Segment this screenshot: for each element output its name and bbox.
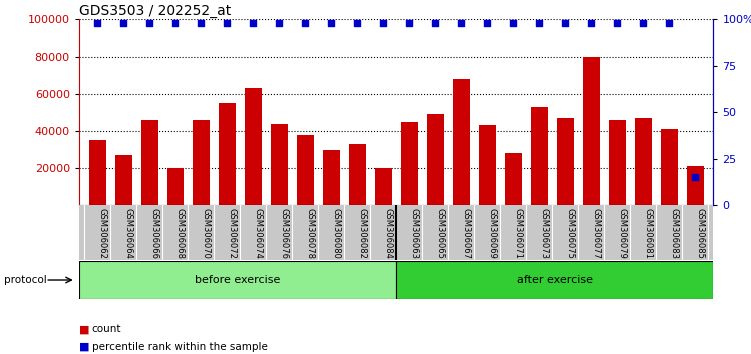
Text: protocol: protocol bbox=[4, 275, 47, 285]
Bar bbox=[687, 166, 704, 205]
Bar bbox=[297, 135, 314, 205]
Point bbox=[91, 20, 103, 26]
Point bbox=[533, 20, 545, 26]
Text: GSM306066: GSM306066 bbox=[149, 208, 158, 259]
Bar bbox=[505, 153, 522, 205]
Text: GSM306068: GSM306068 bbox=[175, 208, 184, 259]
Text: GSM306065: GSM306065 bbox=[435, 208, 444, 259]
Text: GSM306079: GSM306079 bbox=[617, 208, 626, 259]
Text: GSM306084: GSM306084 bbox=[383, 208, 392, 259]
Point bbox=[247, 20, 259, 26]
Text: GSM306064: GSM306064 bbox=[123, 208, 132, 259]
Text: GSM306074: GSM306074 bbox=[253, 208, 262, 259]
Point bbox=[611, 20, 623, 26]
Point bbox=[273, 20, 285, 26]
Point bbox=[455, 20, 467, 26]
Point bbox=[143, 20, 155, 26]
Bar bbox=[193, 120, 210, 205]
Point bbox=[195, 20, 207, 26]
Text: ■: ■ bbox=[79, 342, 89, 352]
Bar bbox=[556, 118, 574, 205]
Point bbox=[299, 20, 311, 26]
Text: GSM306062: GSM306062 bbox=[97, 208, 106, 259]
Text: GSM306071: GSM306071 bbox=[513, 208, 522, 259]
Bar bbox=[270, 124, 288, 205]
Bar bbox=[478, 125, 496, 205]
Text: GSM306072: GSM306072 bbox=[227, 208, 236, 259]
Point bbox=[637, 20, 649, 26]
Bar bbox=[245, 88, 261, 205]
Text: GSM306067: GSM306067 bbox=[461, 208, 470, 259]
Point bbox=[585, 20, 597, 26]
Point bbox=[481, 20, 493, 26]
Text: GSM306063: GSM306063 bbox=[409, 208, 418, 259]
Point bbox=[663, 20, 675, 26]
Text: GSM306075: GSM306075 bbox=[566, 208, 575, 259]
Point bbox=[117, 20, 129, 26]
Point bbox=[325, 20, 337, 26]
Text: GSM306083: GSM306083 bbox=[669, 208, 678, 259]
Text: GSM306080: GSM306080 bbox=[331, 208, 340, 259]
Point bbox=[507, 20, 519, 26]
Bar bbox=[323, 149, 339, 205]
Bar bbox=[427, 114, 444, 205]
Bar bbox=[375, 168, 391, 205]
Bar bbox=[531, 107, 547, 205]
Text: after exercise: after exercise bbox=[517, 275, 593, 285]
Text: before exercise: before exercise bbox=[195, 275, 280, 285]
Bar bbox=[609, 120, 626, 205]
Text: GDS3503 / 202252_at: GDS3503 / 202252_at bbox=[79, 5, 231, 18]
Bar bbox=[348, 144, 366, 205]
Text: GSM306077: GSM306077 bbox=[591, 208, 600, 259]
Point bbox=[559, 20, 572, 26]
Text: GSM306081: GSM306081 bbox=[643, 208, 652, 259]
Bar bbox=[79, 261, 397, 299]
Point bbox=[221, 20, 233, 26]
Text: GSM306085: GSM306085 bbox=[695, 208, 704, 259]
Point bbox=[403, 20, 415, 26]
Bar bbox=[140, 120, 158, 205]
Text: count: count bbox=[92, 324, 121, 334]
Bar bbox=[453, 79, 469, 205]
Point bbox=[689, 175, 701, 180]
Text: GSM306073: GSM306073 bbox=[539, 208, 548, 259]
Text: ■: ■ bbox=[79, 324, 89, 334]
Bar bbox=[397, 261, 713, 299]
Bar bbox=[167, 168, 183, 205]
Bar bbox=[115, 155, 131, 205]
Bar bbox=[635, 118, 652, 205]
Text: GSM306078: GSM306078 bbox=[305, 208, 314, 259]
Bar bbox=[583, 57, 599, 205]
Bar bbox=[401, 122, 418, 205]
Bar bbox=[219, 103, 236, 205]
Text: GSM306069: GSM306069 bbox=[487, 208, 496, 259]
Text: GSM306076: GSM306076 bbox=[279, 208, 288, 259]
Bar bbox=[661, 129, 677, 205]
Text: percentile rank within the sample: percentile rank within the sample bbox=[92, 342, 267, 352]
Point bbox=[429, 20, 441, 26]
Point bbox=[351, 20, 363, 26]
Text: GSM306082: GSM306082 bbox=[357, 208, 366, 259]
Point bbox=[169, 20, 181, 26]
Text: GSM306070: GSM306070 bbox=[201, 208, 210, 259]
Point bbox=[377, 20, 389, 26]
Bar bbox=[89, 140, 105, 205]
